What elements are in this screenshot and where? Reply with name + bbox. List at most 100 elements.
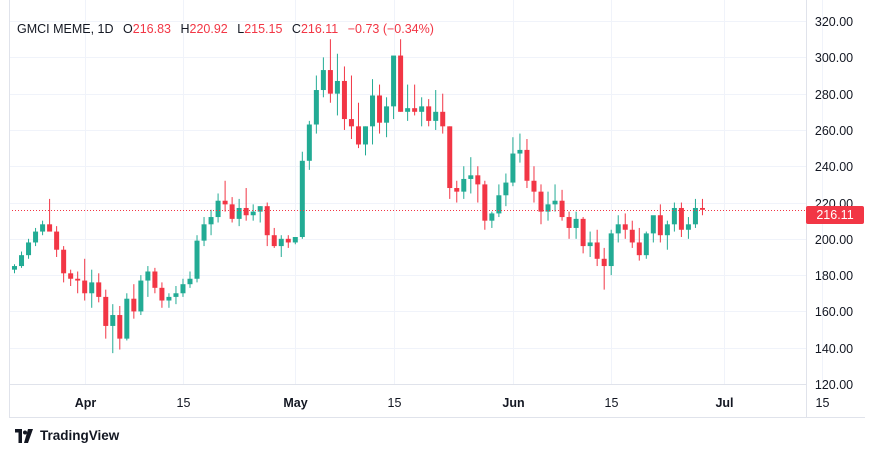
price-tick-label: 240.00 <box>815 160 853 174</box>
candle-body <box>131 298 137 312</box>
candle <box>187 271 193 288</box>
legend-high-label: H <box>180 22 190 36</box>
candle-body <box>243 207 249 216</box>
candle <box>173 286 179 305</box>
candle-body <box>391 55 397 107</box>
candle <box>636 227 642 261</box>
candle-body <box>187 278 193 285</box>
candle <box>54 226 60 257</box>
candle-body <box>229 204 235 219</box>
candle-body <box>552 200 558 205</box>
price-tick-label: 160.00 <box>815 305 853 319</box>
candle-body <box>538 191 544 212</box>
candle-body <box>426 106 432 121</box>
candle-body <box>313 90 319 125</box>
candle-body <box>334 80 340 94</box>
legend-symbol[interactable]: GMCI MEME, 1D <box>17 22 114 36</box>
candle <box>264 202 270 247</box>
candle <box>208 209 214 236</box>
legend-open-label: O <box>123 22 133 36</box>
candle-body <box>629 229 635 243</box>
price-tick-label: 180.00 <box>815 269 853 283</box>
candle-body <box>215 200 221 218</box>
time-tick-label: 15 <box>177 396 191 410</box>
legend-low-label: L <box>237 22 245 36</box>
last-price-tag: 216.11 <box>806 206 864 224</box>
candle-body <box>208 217 214 225</box>
candle <box>222 180 228 212</box>
candle-body <box>678 207 684 230</box>
candle-body <box>33 231 39 243</box>
candle-body <box>54 231 60 250</box>
candle <box>643 231 649 259</box>
candle <box>250 204 256 221</box>
candle-body <box>503 182 509 196</box>
candle <box>159 282 165 308</box>
candle-body <box>468 175 474 179</box>
candle <box>166 293 172 308</box>
time-tick-label: 15 <box>816 396 830 410</box>
legend-low-value: 215.15 <box>244 22 283 36</box>
candle <box>482 180 488 230</box>
candle-body <box>103 296 109 326</box>
candle <box>440 93 446 134</box>
candle-body <box>412 108 418 112</box>
candle <box>12 264 17 274</box>
candle-body <box>643 233 649 256</box>
tradingview-logo-icon <box>15 428 33 443</box>
candle-body <box>89 282 95 294</box>
candle <box>201 217 207 247</box>
legend-close-label: C <box>291 22 301 36</box>
candle <box>61 246 67 283</box>
candle <box>285 235 291 248</box>
candle <box>313 75 319 134</box>
time-tick-label: Jun <box>502 396 524 410</box>
candle-body <box>517 149 523 154</box>
candle-body <box>657 215 663 236</box>
candle <box>384 97 390 138</box>
candle <box>180 278 186 297</box>
tradingview-brand[interactable]: TradingView <box>12 428 119 443</box>
candle-body <box>306 124 312 161</box>
candle <box>461 166 467 199</box>
candle <box>89 269 95 308</box>
candle <box>468 157 474 194</box>
candle-body <box>594 242 600 259</box>
candle-body <box>124 298 130 339</box>
candle <box>433 90 439 130</box>
candle <box>117 305 123 350</box>
candle-body <box>615 224 621 234</box>
candle-body <box>601 258 607 267</box>
candle-body <box>159 287 165 301</box>
candle-body <box>370 95 376 127</box>
candle-body <box>433 111 439 121</box>
candle <box>19 251 25 268</box>
time-tick-label: May <box>283 396 307 410</box>
candle <box>608 229 614 276</box>
candle-body <box>419 106 425 112</box>
time-tick-label: 15 <box>388 396 402 410</box>
candle-body <box>559 200 565 218</box>
candle-body <box>685 224 691 230</box>
candle-body <box>482 184 488 221</box>
legend-change: −0.73 (−0.34%) <box>347 22 434 36</box>
candle <box>678 202 684 238</box>
candle-body <box>573 218 579 228</box>
candle <box>629 220 635 248</box>
candle-body <box>278 238 284 247</box>
candle-body <box>699 207 705 210</box>
candle-body <box>671 207 677 225</box>
candle <box>566 211 572 239</box>
candle <box>601 247 607 290</box>
candles-series <box>12 39 705 354</box>
candle-body <box>75 278 81 281</box>
candle <box>47 198 53 232</box>
candle-body <box>461 178 467 192</box>
candle <box>26 238 32 259</box>
candle <box>622 213 628 239</box>
candle-body <box>222 200 228 205</box>
price-tick-label: 320.00 <box>815 15 853 29</box>
candle <box>405 84 411 121</box>
